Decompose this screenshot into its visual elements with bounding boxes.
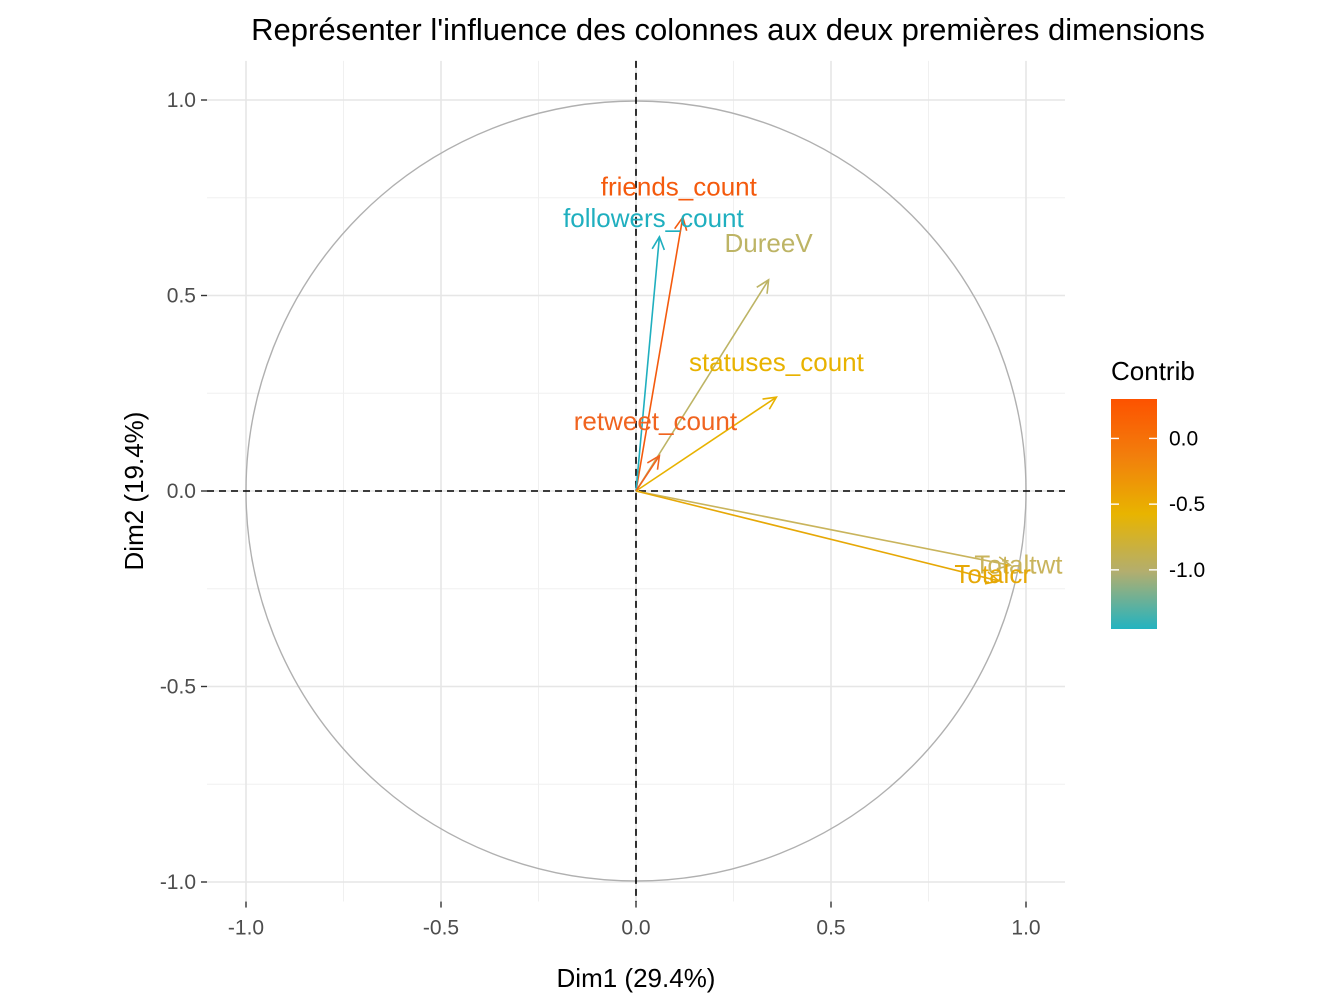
label-Totalcr: Totalcr — [954, 559, 1031, 589]
legend-title: Contrib — [1111, 356, 1195, 386]
legend-tick-label: 0.0 — [1169, 427, 1198, 450]
arrowhead-retweet_count — [646, 454, 661, 470]
arrow-friends_count — [635, 217, 684, 492]
label-followers_count: followers_count — [563, 203, 744, 233]
x-tick-label: -1.0 — [228, 917, 264, 940]
legend-tick-label: -0.5 — [1169, 493, 1205, 516]
arrowhead-followers_count — [651, 235, 666, 251]
legend-tick-label: -1.0 — [1169, 559, 1205, 582]
arrow-DureeV — [635, 279, 770, 492]
x-tick-label: 1.0 — [1011, 917, 1040, 940]
arrowhead-Totaltwt — [996, 556, 1013, 570]
legend-ticks: 0.0 -0.5 -1.0 — [1111, 427, 1205, 582]
arrowhead-friends_count — [674, 215, 688, 231]
x-axis-title: Dim1 (29.4%) — [557, 963, 716, 993]
chart-title: Représenter l'influence des colonnes aux… — [251, 12, 1205, 47]
y-tick-label: 1.0 — [167, 89, 196, 112]
arrow-statuses_count — [635, 396, 777, 492]
label-statuses_count: statuses_count — [689, 347, 865, 377]
arrowhead-Totalcr — [984, 571, 1001, 585]
y-tick-label: -0.5 — [160, 676, 196, 699]
legend-colorbar — [1111, 399, 1157, 629]
x-tick-label: -0.5 — [423, 917, 459, 940]
variable-arrows — [635, 215, 1013, 585]
x-axis: -1.0 -0.5 0.0 0.5 1.0 — [228, 901, 1041, 940]
legend: Contrib 0.0 -0.5 -1.0 — [1111, 356, 1205, 629]
arrow-retweet_count — [635, 455, 661, 492]
y-axis: -1.0 -0.5 0.0 0.5 1.0 — [160, 89, 207, 894]
arrowhead-statuses_count — [762, 396, 778, 410]
arrow-followers_count — [635, 236, 661, 492]
x-tick-label: 0.5 — [816, 917, 845, 940]
label-DureeV: DureeV — [725, 228, 814, 258]
y-tick-label: -1.0 — [160, 871, 196, 894]
arrow-Totaltwt — [635, 490, 1011, 567]
label-retweet_count: retweet_count — [574, 406, 738, 436]
label-friends_count: friends_count — [601, 171, 758, 201]
y-tick-label: 0.0 — [167, 480, 196, 503]
y-axis-title: Dim2 (19.4%) — [119, 412, 149, 571]
arrow-Totalcr — [635, 490, 999, 582]
x-tick-label: 0.0 — [621, 917, 650, 940]
y-tick-label: 0.5 — [167, 285, 196, 308]
label-Totaltwt: Totaltwt — [974, 549, 1063, 579]
arrowhead-DureeV — [756, 278, 770, 294]
